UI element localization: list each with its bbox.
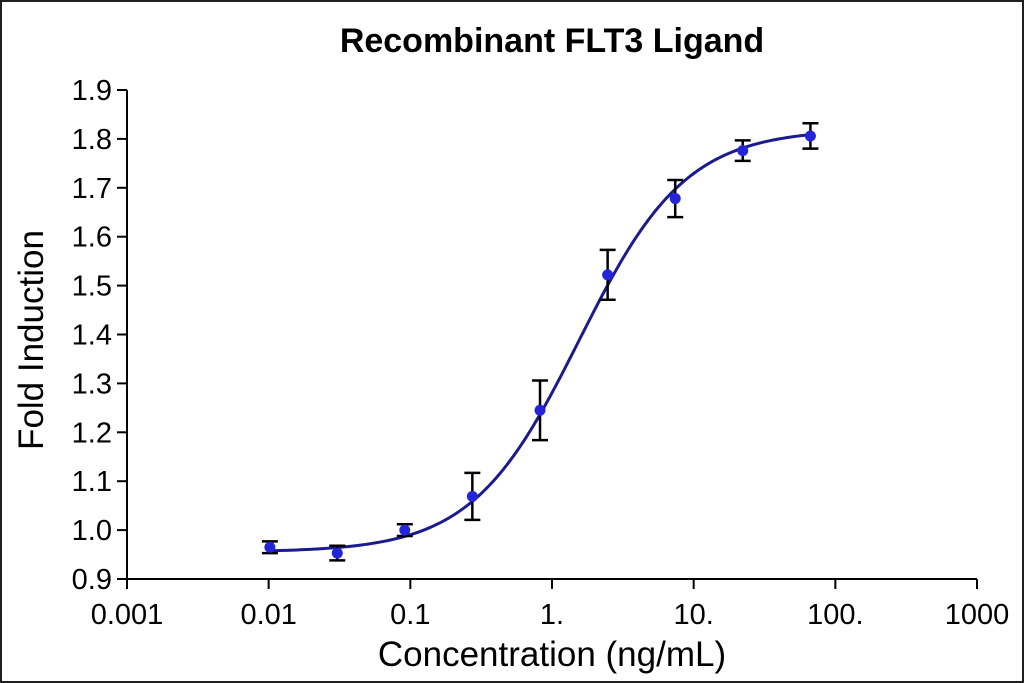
y-tick-label: 1.7 <box>72 173 112 205</box>
y-tick-label: 1.2 <box>72 417 112 449</box>
data-point-marker <box>331 547 343 559</box>
x-tick-label: 0.1 <box>390 599 430 631</box>
fit-curve <box>268 133 812 553</box>
chart-title: Recombinant FLT3 Ligand <box>339 22 765 60</box>
y-tick-label: 1.1 <box>72 466 112 498</box>
x-tick-label: 0.001 <box>91 599 164 631</box>
data-point-marker <box>534 404 546 416</box>
y-tick-label: 1.5 <box>72 271 112 303</box>
data-point-marker <box>399 524 411 536</box>
data-point-marker <box>804 130 816 142</box>
x-tick-label: 100. <box>807 599 863 631</box>
y-tick-label: 1.4 <box>72 320 112 352</box>
data-point-marker <box>669 193 681 205</box>
x-tick-label: 10. <box>674 599 714 631</box>
x-axis-title: Concentration (ng/mL) <box>377 635 727 674</box>
data-point-marker <box>264 541 276 553</box>
y-tick-label: 1.6 <box>72 222 112 254</box>
y-tick-label: 1.3 <box>72 368 112 400</box>
x-tick-label: 1. <box>540 599 564 631</box>
data-point-marker <box>737 145 749 157</box>
y-tick-label: 1.0 <box>72 515 112 547</box>
y-tick-label: 1.8 <box>72 124 112 156</box>
x-tick-label: 0.01 <box>240 599 296 631</box>
y-tick-label: 0.9 <box>72 564 112 596</box>
data-point-marker <box>466 490 478 502</box>
data-point-marker <box>602 269 614 281</box>
x-tick-label: 1000 <box>945 599 1010 631</box>
y-tick-label: 1.9 <box>72 75 112 107</box>
